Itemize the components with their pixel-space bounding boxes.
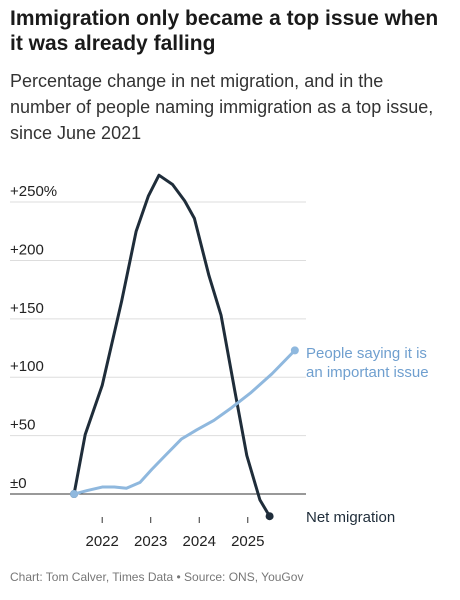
- y-tick-label: +150: [10, 300, 44, 317]
- y-tick-label: +100: [10, 358, 44, 375]
- end-point: [265, 512, 274, 521]
- y-tick-label: +50: [10, 417, 35, 434]
- x-tick-label: 2025: [231, 533, 264, 550]
- series-line: [73, 349, 296, 496]
- series-label: Net migration: [306, 509, 396, 526]
- chart-subtitle: Percentage change in net migration, and …: [10, 71, 434, 143]
- end-point: [70, 490, 79, 499]
- y-tick-label: ±0: [10, 475, 27, 492]
- y-tick-label: +250%: [10, 183, 57, 200]
- x-tick-label: 2024: [183, 533, 216, 550]
- chart-title: Immigration only became a top issue when…: [10, 7, 439, 55]
- source-note: Chart: Tom Calver, Times Data • Source: …: [10, 570, 304, 584]
- series-line: [72, 173, 271, 517]
- y-tick-label: +200: [10, 241, 44, 258]
- end-point: [290, 346, 299, 355]
- x-tick-label: 2022: [86, 533, 119, 550]
- x-tick-label: 2023: [134, 533, 167, 550]
- series-label: People saying it is an important issue: [306, 345, 429, 381]
